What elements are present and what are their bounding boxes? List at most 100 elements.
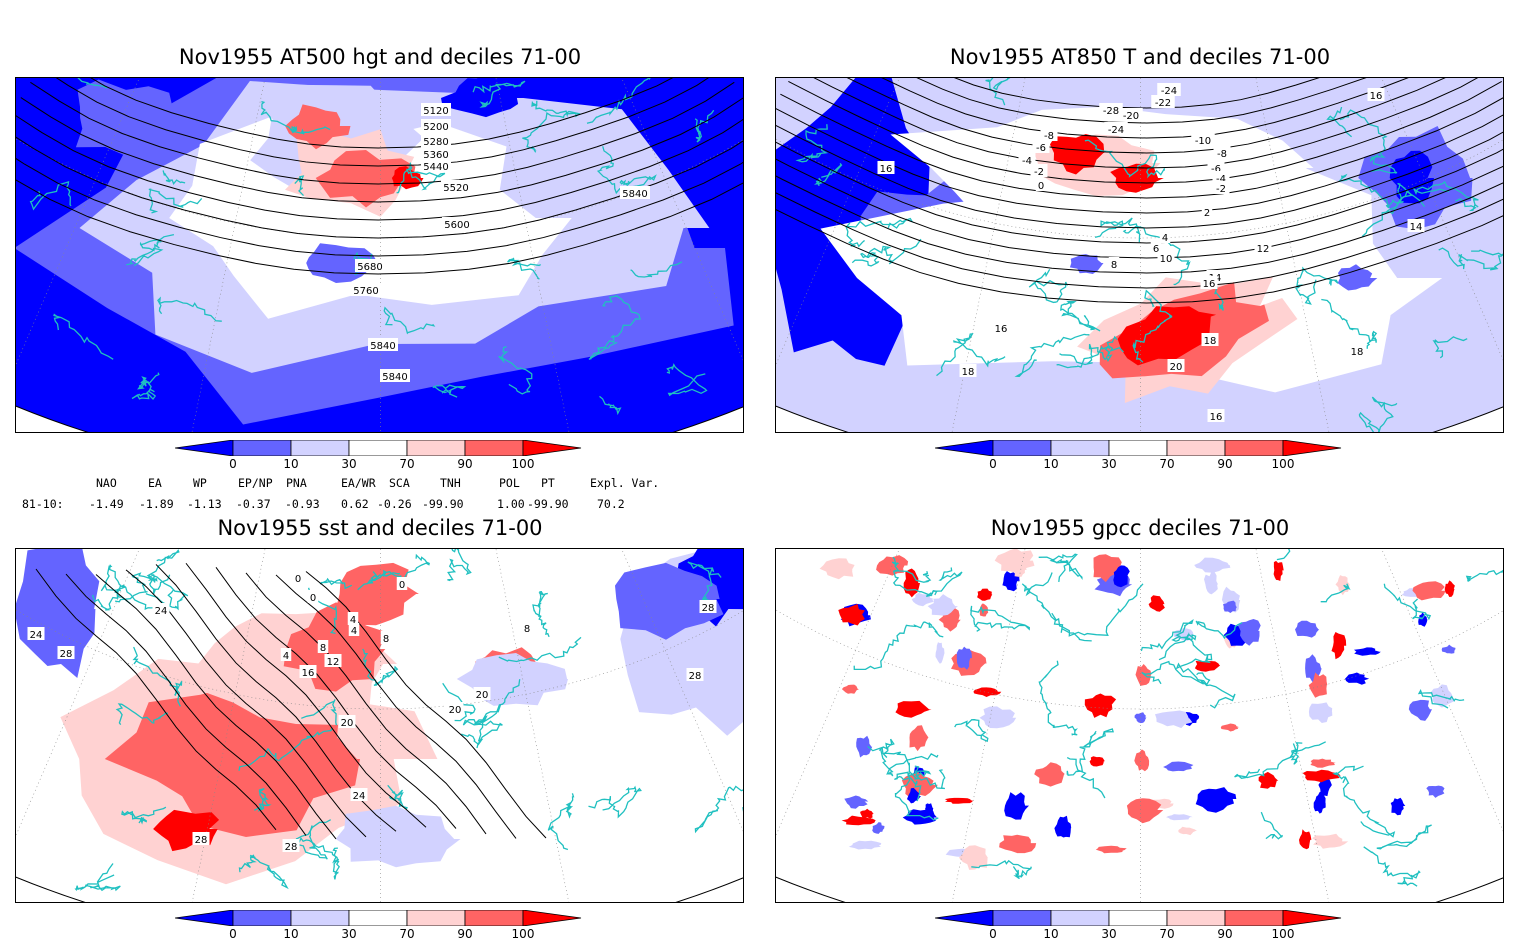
coastline (162, 170, 186, 185)
svg-text:8: 8 (524, 624, 530, 635)
coastline (1175, 636, 1213, 686)
decile-patch (1354, 647, 1381, 656)
coastline (1195, 620, 1243, 640)
colorbar-swatch (290, 439, 350, 457)
svg-text:5200: 5200 (423, 122, 448, 133)
svg-text:8: 8 (1111, 260, 1117, 271)
contour-label: 16 (1207, 409, 1225, 423)
panel-title-t850: Nov1955 AT850 T and deciles 71-00 (949, 45, 1331, 69)
map-t850: -24-22-20-28-24-8-6-4-202468101214161820… (775, 77, 1504, 433)
map-domain (776, 549, 1503, 902)
decile-patch (1004, 792, 1029, 820)
svg-text:8: 8 (320, 643, 326, 654)
svg-text:4: 4 (351, 626, 357, 637)
decile-patch (999, 834, 1037, 854)
index-header-nao: NAO (96, 476, 117, 490)
decile-patch (1095, 845, 1127, 854)
panel-title-gpcc: Nov1955 gpcc deciles 71-00 (990, 516, 1290, 540)
contour-label: -4 (1018, 153, 1036, 167)
index-value-epnp: -0.37 (236, 497, 271, 511)
svg-text:-2: -2 (1034, 167, 1044, 178)
decile-patch (909, 725, 929, 752)
contour-temp (776, 169, 1503, 289)
colorbar-swatch (232, 909, 292, 927)
contour-label: 5120 (421, 103, 451, 117)
contour-label: -24 (1104, 122, 1128, 136)
coastline (1339, 109, 1398, 174)
coastline (432, 384, 467, 398)
decile-patch (1299, 829, 1312, 850)
svg-text:28: 28 (285, 842, 298, 853)
contour-label: 18 (1348, 344, 1366, 358)
decile-band-below-0 (1195, 787, 1237, 813)
colorbar-swatch (992, 909, 1052, 927)
coastline (954, 719, 989, 743)
svg-text:8: 8 (383, 634, 389, 645)
contour-label: 18 (1201, 333, 1219, 347)
contour-sst (245, 572, 487, 835)
colorbar-swatch (406, 909, 466, 927)
contour-label: -2 (1212, 181, 1230, 195)
svg-text:0: 0 (295, 574, 301, 585)
coastline (295, 819, 341, 880)
coastline (586, 78, 652, 124)
colorbar-swatch (1282, 909, 1342, 927)
index-row-label: 81-10: (22, 497, 64, 511)
decile-patch (959, 845, 988, 870)
decile-patch (844, 795, 869, 809)
svg-text:-22: -22 (1155, 98, 1171, 109)
contour-temp (776, 131, 1503, 244)
contour-temp (776, 119, 1503, 229)
svg-text:16: 16 (1370, 91, 1383, 102)
coastline (930, 567, 963, 597)
index-value-explvar: 70.2 (597, 497, 625, 511)
svg-text:5680: 5680 (357, 262, 382, 273)
contour-label: 8 (380, 631, 392, 645)
coastline (1320, 583, 1351, 603)
coastline (851, 238, 922, 267)
contour-label: 18 (959, 364, 977, 378)
decile-patch (1335, 575, 1350, 596)
contour-label: 14 (1407, 219, 1425, 233)
svg-text:0: 0 (1038, 181, 1044, 192)
colorbar-swatch (1050, 439, 1110, 457)
coastline (1014, 333, 1090, 377)
colorbar-label: 0 (989, 457, 997, 471)
contour-label: 5840 (368, 338, 398, 352)
svg-text:5280: 5280 (423, 137, 448, 148)
index-value-nao: -1.49 (89, 497, 124, 511)
coastline (891, 556, 938, 598)
contour-label: 4 (348, 623, 360, 637)
colorbar-label: 70 (399, 457, 415, 471)
contour-label: 24 (350, 788, 368, 802)
coastline (878, 738, 939, 777)
decile-patch (1135, 664, 1152, 686)
coastline (1060, 300, 1101, 332)
coastline (253, 787, 272, 813)
colorbar-swatch (232, 439, 292, 457)
contour-label: -8 (1213, 146, 1231, 160)
contour-label: 2 (1201, 205, 1213, 219)
coastline (1260, 811, 1284, 840)
decile-band-10-30 (75, 79, 183, 156)
index-header-ea: EA (148, 476, 162, 490)
coastline (1084, 139, 1166, 179)
colorbar-swatches (174, 439, 582, 457)
colorbar-gpcc: 0 10 30 70 90 100 (934, 909, 1345, 941)
coastline (1321, 298, 1378, 349)
colorbar-swatch (406, 439, 466, 457)
coastline (1234, 741, 1326, 779)
contour-label: 4 (1159, 230, 1171, 244)
contour-label: 5200 (421, 119, 451, 133)
svg-text:-20: -20 (1123, 111, 1139, 122)
contour-label: 24 (152, 603, 170, 617)
colorbar-label: 0 (229, 457, 237, 471)
decile-patch (1194, 557, 1231, 573)
svg-text:-28: -28 (1103, 106, 1119, 117)
decile-patch (1089, 756, 1105, 767)
contour-hgt (49, 78, 716, 149)
contour-label: 28 (192, 832, 210, 846)
coastline (1288, 742, 1303, 765)
index-value-wp: -1.13 (187, 497, 222, 511)
svg-text:18: 18 (1351, 347, 1364, 358)
